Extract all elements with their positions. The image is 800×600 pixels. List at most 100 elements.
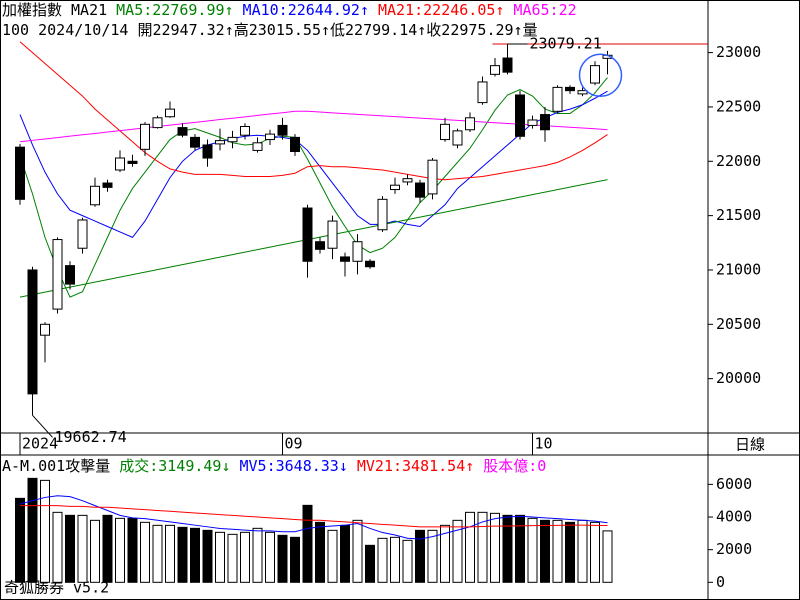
y-tick-label: 22000 xyxy=(716,152,761,170)
volume-bar xyxy=(265,531,275,583)
volume-bar xyxy=(27,477,38,583)
volume-bar xyxy=(65,514,75,583)
volume-bar xyxy=(440,524,450,583)
header-item: 100 2024/10/14 開22947.32↑高23015.55↑低2279… xyxy=(2,21,538,39)
candle-body xyxy=(477,81,488,104)
volume-bar xyxy=(377,537,388,583)
volume-bar xyxy=(352,519,363,583)
candle-body xyxy=(240,126,250,136)
candle-body xyxy=(565,86,575,92)
y-tick-label: 23000 xyxy=(716,43,761,61)
volume-bar xyxy=(215,531,225,583)
candle-body xyxy=(452,130,463,146)
volume-bar xyxy=(202,529,213,583)
volume-bar xyxy=(340,524,350,583)
candle-body xyxy=(77,219,88,249)
candle-body xyxy=(527,119,538,126)
volume-bar xyxy=(240,531,250,583)
candle-body xyxy=(490,65,500,75)
volume-bar xyxy=(102,514,113,583)
volume-bar xyxy=(252,527,263,583)
volume-bar xyxy=(190,527,200,583)
header-item: 加權指數 xyxy=(2,1,62,19)
x-tick-label: 2024 xyxy=(22,435,58,453)
candle-body xyxy=(215,140,225,145)
candle-body xyxy=(102,182,113,188)
volume-bar xyxy=(315,521,325,583)
ma-line xyxy=(19,90,608,238)
candle-body xyxy=(265,133,275,141)
volume-bar xyxy=(365,544,375,583)
candle-body xyxy=(427,159,438,195)
header-item: MA65:22 xyxy=(513,1,576,19)
header-item: 股本億:0 xyxy=(483,457,546,475)
y-tick-label: 20500 xyxy=(716,315,761,333)
candle-body xyxy=(152,117,163,129)
candle-body xyxy=(127,160,138,164)
ma-line xyxy=(20,505,608,528)
header: 加權指數 MA21 MA5:22769.99↑ MA10:22644.92↑ MA21:… xyxy=(2,1,577,19)
candle-body xyxy=(227,136,238,143)
candle-body xyxy=(15,146,25,200)
header-item: A-M.001攻擊量 xyxy=(2,457,110,475)
x-tick-label: 09 xyxy=(285,435,303,453)
volume-bar xyxy=(577,519,588,583)
volume-bar xyxy=(177,526,188,583)
volume-bar xyxy=(302,504,313,583)
candle-body xyxy=(390,184,400,191)
volume-bar xyxy=(477,511,488,583)
header: A-M.001攻擊量 成交:3149.49↓ MV5:3648.33↓ MV21:34… xyxy=(2,457,546,475)
volume-bar xyxy=(40,479,50,583)
volume-bar xyxy=(15,497,25,583)
y-tick-label: 0 xyxy=(716,573,725,591)
candle-body xyxy=(315,241,325,250)
volume-bar xyxy=(402,539,413,583)
volume-bar xyxy=(390,536,400,583)
header-item: 成交:3149.49↓ xyxy=(119,457,230,475)
volume-bar xyxy=(540,519,550,583)
y-tick-label: 2000 xyxy=(716,540,752,558)
candle-body xyxy=(552,86,563,112)
volume-bar xyxy=(227,533,238,583)
candle-body xyxy=(352,241,363,262)
header-item: MV5:3648.33↓ xyxy=(240,457,348,475)
candle-body xyxy=(290,136,300,153)
candle-body xyxy=(377,198,388,231)
ma-line xyxy=(19,77,608,298)
candle-body xyxy=(302,207,313,262)
volume-bar xyxy=(90,519,100,583)
y-tick-label: 6000 xyxy=(716,475,752,493)
header-item: MV21:3481.54↑ xyxy=(357,457,474,475)
volume-bar xyxy=(527,517,538,583)
footer: 奇狐勝券 v5.2 xyxy=(4,579,109,597)
header-item: MA21:22246.05↑ xyxy=(378,1,504,19)
leader xyxy=(32,414,53,438)
y-tick-label: 21000 xyxy=(716,260,761,278)
volume-bar xyxy=(115,517,125,583)
ma-line xyxy=(19,179,608,298)
volume-bar xyxy=(565,521,575,583)
candle-body xyxy=(190,136,200,148)
candle-body xyxy=(327,220,338,249)
candle-body xyxy=(465,117,475,131)
header-item: MA10:22644.92↑ xyxy=(243,1,369,19)
header-item: MA5:22769.99↑ xyxy=(116,1,233,19)
candle-body xyxy=(65,265,75,285)
candle-body xyxy=(165,108,175,118)
candle-body xyxy=(90,185,100,206)
candle-body xyxy=(252,142,263,151)
y-tick-label: 20000 xyxy=(716,369,761,387)
volume-bar xyxy=(427,529,438,583)
y-tick-label: 22500 xyxy=(716,97,761,115)
header-item: MA21 xyxy=(71,1,107,19)
high-label: 23079.21 xyxy=(530,34,602,52)
ma-line xyxy=(19,41,608,181)
low-label: 19662.74 xyxy=(55,428,127,446)
volume-bar xyxy=(602,530,613,583)
candle-body xyxy=(40,323,50,336)
volume-bar xyxy=(290,536,300,583)
candle-body xyxy=(202,144,213,159)
ma-line xyxy=(19,110,608,143)
